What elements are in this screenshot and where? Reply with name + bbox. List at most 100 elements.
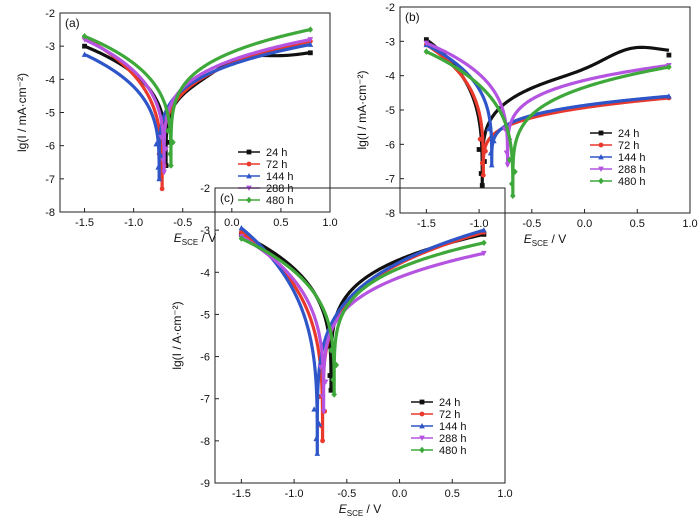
y-tick-label: -5 xyxy=(45,108,55,120)
legend-label: 288 h xyxy=(618,164,646,176)
x-tick-label: -1.5 xyxy=(75,217,94,229)
legend-label: 72 h xyxy=(266,159,287,171)
panel-label: (a) xyxy=(65,16,80,30)
y-tick-label: -4 xyxy=(45,74,55,86)
legend-label: 24 h xyxy=(618,128,639,140)
y-tick-label: -8 xyxy=(45,207,55,219)
x-tick-label: -0.5 xyxy=(173,217,192,229)
legend-label: 24 h xyxy=(439,397,460,409)
legend-label: 480 h xyxy=(618,176,646,188)
series-point xyxy=(317,364,324,371)
series-point xyxy=(483,148,488,154)
legend-label: 480 h xyxy=(266,195,294,207)
series-point xyxy=(504,162,511,168)
series-point xyxy=(503,150,510,156)
series-144h xyxy=(238,225,487,456)
series-point xyxy=(158,134,164,141)
series-point xyxy=(423,48,430,55)
series-point xyxy=(666,93,672,99)
panel-label: (c) xyxy=(220,191,234,205)
series-point xyxy=(313,435,320,442)
series-point xyxy=(327,373,333,378)
panel-label: (b) xyxy=(405,10,420,24)
y-tick-label: -3 xyxy=(200,225,210,237)
series-point xyxy=(165,127,171,134)
series-point xyxy=(320,438,325,444)
legend-marker xyxy=(419,411,425,417)
y-tick-label: -5 xyxy=(385,105,395,117)
series-point xyxy=(328,347,334,354)
series-point xyxy=(167,150,173,158)
series-point xyxy=(479,160,485,166)
series-point xyxy=(160,158,166,164)
series-point xyxy=(328,387,334,393)
plot-frame xyxy=(399,6,691,214)
series-point xyxy=(491,137,497,144)
series-point xyxy=(512,168,518,175)
x-tick-label: -1.0 xyxy=(470,218,489,230)
y-tick-label: -7 xyxy=(45,174,55,186)
y-tick-label: -8 xyxy=(200,436,210,448)
series-point xyxy=(508,180,515,188)
series-point xyxy=(666,63,672,71)
y-tick-label: -2 xyxy=(385,2,395,14)
series-480h xyxy=(81,26,314,169)
series-480h xyxy=(238,235,487,398)
series-point xyxy=(477,136,483,142)
y-tick-label: -6 xyxy=(385,139,395,151)
series-point xyxy=(163,146,169,152)
series-point xyxy=(314,450,321,456)
x-tick-label: 0.0 xyxy=(224,217,239,229)
series-point xyxy=(307,37,314,43)
series-point xyxy=(81,51,88,57)
y-tick-label: -6 xyxy=(200,352,210,364)
legend-marker xyxy=(419,423,425,429)
series-point xyxy=(81,33,88,40)
series-point xyxy=(423,37,429,43)
legend-marker xyxy=(598,166,604,172)
series-point xyxy=(238,235,245,242)
x-tick-label: 0.0 xyxy=(392,488,407,500)
series-point xyxy=(82,43,87,49)
series-point xyxy=(153,141,160,147)
series-point xyxy=(307,50,313,56)
x-tick-label: -1.0 xyxy=(124,217,143,229)
x-tick-label: -1.0 xyxy=(285,488,304,500)
x-axis-label: ESCE / V xyxy=(174,231,216,247)
chart-panel-b: -2 -3 -4 -5 -6 -7 -8 -1.5 -1.0 -0.5 0.0 0.5 1.0 (b) ES… xyxy=(355,2,698,248)
x-tick-label: 1.0 xyxy=(322,217,337,229)
legend-marker xyxy=(246,196,252,204)
y-tick-label: -2 xyxy=(45,8,55,20)
series-point xyxy=(487,149,494,156)
legend-marker xyxy=(598,130,604,136)
series-point xyxy=(331,391,337,398)
series-point xyxy=(307,41,314,47)
x-tick-label: 0.0 xyxy=(577,218,592,230)
series-point xyxy=(307,26,314,33)
series-point xyxy=(481,250,487,257)
series-point xyxy=(161,169,167,176)
series-288h xyxy=(238,234,487,415)
series-point xyxy=(319,394,326,400)
series-288h xyxy=(81,37,314,176)
plot-frame xyxy=(214,187,506,484)
series-point xyxy=(311,406,317,412)
legend-marker xyxy=(419,446,425,454)
legend-label: 288 h xyxy=(439,433,467,445)
y-axis-label: lg(I / mA·cm⁻²) xyxy=(15,73,29,152)
series-point xyxy=(320,408,327,415)
x-tick-label: 1.0 xyxy=(682,218,697,230)
series-point xyxy=(478,171,484,176)
y-tick-label: -3 xyxy=(45,41,55,53)
series-point xyxy=(510,192,516,200)
series-point xyxy=(159,186,165,192)
series-point xyxy=(165,139,171,145)
y-tick-label: -7 xyxy=(385,174,395,186)
series-point xyxy=(333,361,340,369)
series-point xyxy=(488,161,495,168)
series-point xyxy=(476,147,482,152)
x-tick-label: 0.5 xyxy=(445,488,460,500)
y-tick-label: -4 xyxy=(200,267,210,279)
y-tick-label: -2 xyxy=(200,183,210,195)
